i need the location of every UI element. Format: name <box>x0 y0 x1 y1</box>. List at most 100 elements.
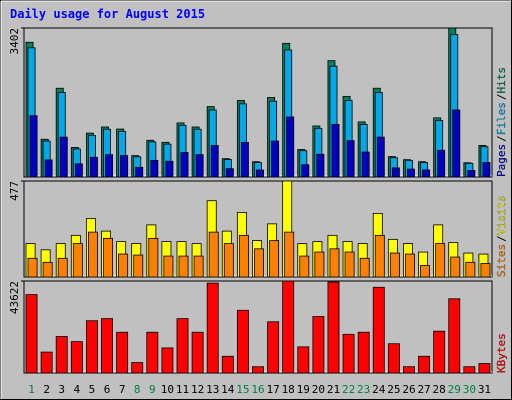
bar <box>405 253 415 278</box>
graph-title: Daily usage for August 2015 <box>10 7 205 21</box>
x-tick-label: 8 <box>134 383 141 396</box>
x-tick-label: 4 <box>74 383 81 396</box>
bar <box>105 154 113 178</box>
bar <box>314 251 325 278</box>
bar <box>57 257 68 278</box>
x-tick-label: 6 <box>104 383 111 396</box>
bar <box>163 255 174 278</box>
legend-entry: Pages <box>495 144 508 177</box>
legend: Sites /Visits <box>495 196 508 278</box>
bar <box>161 347 174 374</box>
x-tick-label: 30 <box>463 383 476 396</box>
bar <box>101 318 113 374</box>
bar <box>240 141 249 178</box>
bar <box>27 257 38 278</box>
legend-entry: KBytes <box>495 333 508 373</box>
bar <box>372 286 385 374</box>
bar <box>437 149 446 178</box>
bar <box>435 243 446 278</box>
bar <box>150 159 159 178</box>
bar <box>331 124 340 178</box>
bar <box>135 166 144 178</box>
bar <box>25 294 38 374</box>
bar <box>312 316 325 374</box>
bar <box>374 234 385 278</box>
y-tick-label: 477 <box>8 181 21 201</box>
bar <box>361 151 370 178</box>
x-tick-label: 25 <box>387 383 400 396</box>
bar <box>327 281 340 374</box>
bar <box>221 355 234 374</box>
bar <box>316 153 325 178</box>
bar <box>225 168 234 178</box>
bar <box>70 341 83 374</box>
x-tick-label: 18 <box>282 383 295 396</box>
bar <box>478 363 491 374</box>
bar <box>359 257 370 278</box>
y-tick-label: 43622 <box>8 281 21 314</box>
x-tick-label: 31 <box>478 383 491 396</box>
bar <box>133 254 144 278</box>
x-tick-label: 9 <box>149 383 156 396</box>
bar <box>346 140 355 178</box>
bar <box>422 169 431 178</box>
bar <box>420 265 431 278</box>
bar <box>297 346 310 374</box>
bar <box>165 160 174 178</box>
bar <box>271 140 280 178</box>
bar <box>89 156 98 178</box>
legend-entry: Files <box>495 102 508 135</box>
bar <box>178 255 189 278</box>
bar <box>433 330 446 374</box>
bar <box>55 336 68 374</box>
x-tick-label: 3 <box>58 383 65 396</box>
bar <box>74 163 83 178</box>
x-tick-label: 7 <box>119 383 126 396</box>
bar <box>206 282 219 374</box>
bar <box>448 298 461 374</box>
x-tick-label: 23 <box>357 383 370 396</box>
bar <box>269 240 280 278</box>
x-tick-label: 20 <box>312 383 325 396</box>
x-tick-label: 29 <box>448 383 461 396</box>
bar <box>301 164 310 178</box>
legend-separator: / <box>495 94 508 101</box>
bar <box>463 366 476 374</box>
bar <box>180 152 189 178</box>
bar <box>176 318 189 374</box>
bar <box>238 234 249 278</box>
bar <box>480 263 491 278</box>
bar <box>407 168 415 178</box>
bar <box>342 333 355 374</box>
bar <box>403 366 415 374</box>
bar <box>286 116 295 178</box>
bar <box>391 167 400 178</box>
x-tick-label: 27 <box>417 383 430 396</box>
bar <box>387 343 400 374</box>
legend: Pages/Files/Hits <box>495 67 508 177</box>
bar <box>357 331 370 374</box>
bar <box>389 252 400 278</box>
bar <box>195 154 204 178</box>
legend-separator: / <box>495 135 508 142</box>
bar <box>120 155 129 178</box>
bar <box>72 243 83 278</box>
bar <box>467 170 476 178</box>
x-tick-label: 5 <box>89 383 96 396</box>
x-tick-label: 26 <box>402 383 415 396</box>
bar <box>376 136 385 178</box>
bar <box>146 331 159 374</box>
bar <box>210 145 219 178</box>
bar <box>40 351 53 374</box>
x-tick-label: 19 <box>297 383 310 396</box>
x-tick-label: 21 <box>327 383 340 396</box>
bar <box>452 109 461 178</box>
legend-separator: / <box>495 235 508 242</box>
bar <box>148 237 159 278</box>
bar <box>450 256 461 278</box>
bar <box>103 237 113 278</box>
legend-entry: Sites <box>495 244 508 277</box>
legend-entry: Visits <box>495 196 508 236</box>
bar <box>465 261 476 278</box>
